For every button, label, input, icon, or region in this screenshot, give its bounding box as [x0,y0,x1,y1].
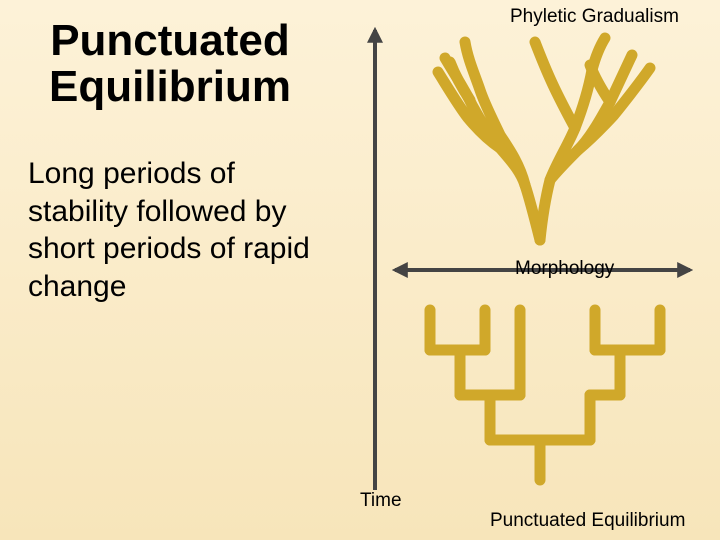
slide-title: Punctuated Equilibrium [20,18,320,110]
phyletic-gradualism-label: Phyletic Gradualism [510,6,679,28]
diagram-svg [310,0,710,540]
morphology-label: Morphology [515,258,614,280]
punctuated-equilibrium-label: Punctuated Equilibrium [490,510,685,532]
time-axis-label: Time [360,490,402,512]
slide-body-text: Long periods of stability followed by sh… [28,155,328,305]
slide: Punctuated Equilibrium Long periods of s… [0,0,720,540]
evolution-diagram: Phyletic Gradualism Morphology Time Punc… [310,0,710,540]
